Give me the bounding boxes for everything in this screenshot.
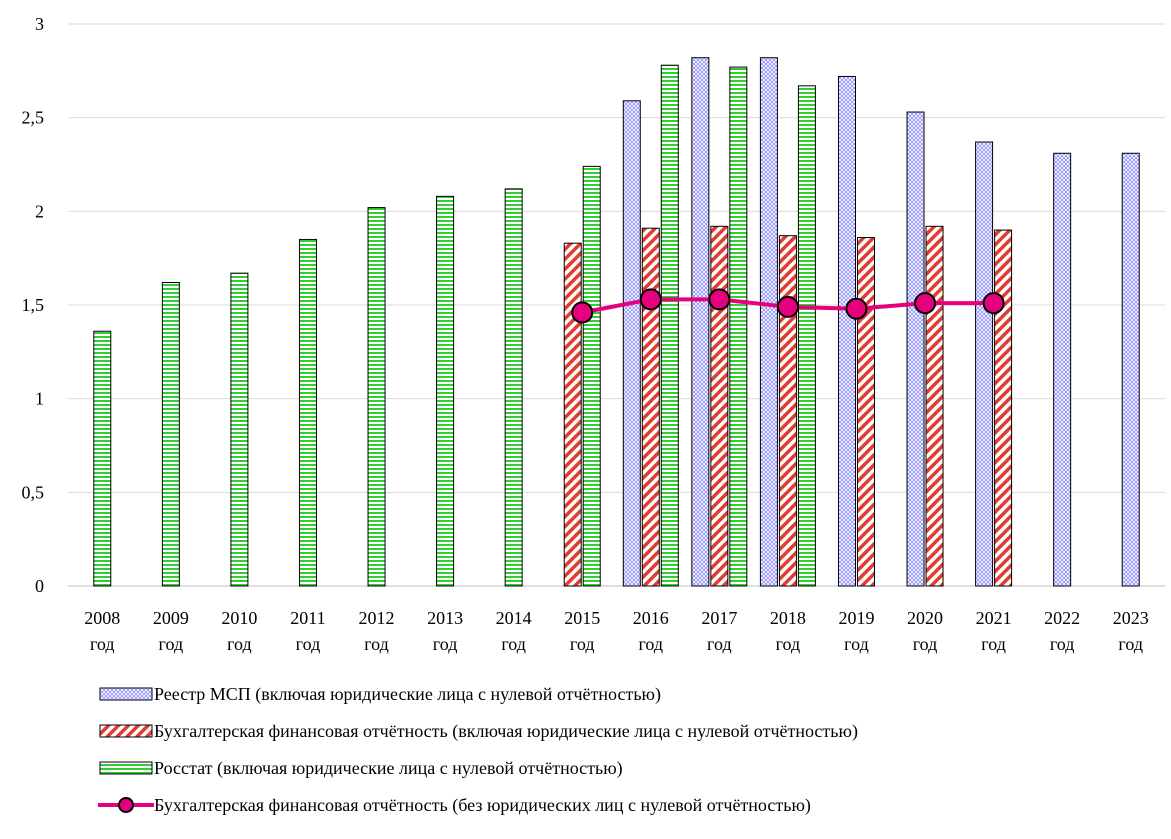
legend-swatch bbox=[99, 761, 153, 775]
bar bbox=[691, 57, 710, 587]
x-tick-label: год bbox=[570, 634, 595, 654]
x-tick-label: 2020 bbox=[907, 608, 943, 628]
bar bbox=[710, 225, 729, 587]
legend-marker bbox=[118, 797, 134, 813]
y-tick-label: 0 bbox=[35, 576, 44, 596]
x-tick-label: 2023 bbox=[1113, 608, 1149, 628]
line-point bbox=[776, 295, 799, 318]
bar bbox=[925, 225, 944, 587]
y-tick-label: 2 bbox=[35, 201, 44, 221]
x-tick-label: 2014 bbox=[496, 608, 532, 628]
bar bbox=[367, 207, 386, 587]
line-point bbox=[708, 288, 731, 311]
x-tick-label: год bbox=[296, 634, 321, 654]
x-tick-label: год bbox=[844, 634, 869, 654]
bar bbox=[641, 227, 660, 587]
bar bbox=[759, 57, 778, 587]
x-tick-label: 2008 bbox=[84, 608, 120, 628]
bar bbox=[504, 188, 523, 587]
legend-label: Бухгалтерская финансовая отчётность (без… bbox=[154, 795, 811, 816]
x-tick-label: 2019 bbox=[838, 608, 874, 628]
y-tick-label: 1 bbox=[35, 389, 44, 409]
bar bbox=[298, 238, 317, 587]
x-tick-label: год bbox=[776, 634, 801, 654]
x-tick-label: 2012 bbox=[359, 608, 395, 628]
bar bbox=[729, 66, 748, 587]
x-tick-label: 2013 bbox=[427, 608, 463, 628]
bar bbox=[161, 282, 180, 587]
bar bbox=[837, 75, 856, 587]
bar bbox=[1121, 152, 1140, 587]
legend-layer: Реестр МСП (включая юридические лица с н… bbox=[98, 684, 858, 816]
x-tick-label: год bbox=[501, 634, 526, 654]
x-tick-label: 2009 bbox=[153, 608, 189, 628]
bar bbox=[563, 242, 582, 587]
x-tick-label: 2016 bbox=[633, 608, 669, 628]
x-tick-label: 2015 bbox=[564, 608, 600, 628]
x-tick-label: 2010 bbox=[221, 608, 257, 628]
x-tick-label: год bbox=[159, 634, 184, 654]
bar bbox=[93, 330, 112, 587]
x-tick-label: 2011 bbox=[290, 608, 325, 628]
x-tick-label: год bbox=[1118, 634, 1143, 654]
bar bbox=[436, 195, 455, 587]
x-tick-label: год bbox=[1050, 634, 1075, 654]
bar bbox=[856, 237, 875, 587]
line-point bbox=[914, 292, 937, 315]
legend-label: Бухгалтерская финансовая отчётность (вкл… bbox=[154, 721, 858, 742]
x-tick-label: год bbox=[364, 634, 389, 654]
line-point bbox=[639, 288, 662, 311]
bar bbox=[230, 272, 249, 587]
x-tick-label: 2018 bbox=[770, 608, 806, 628]
x-tick-label: 2021 bbox=[976, 608, 1012, 628]
x-tick-label: 2017 bbox=[701, 608, 737, 628]
bar bbox=[797, 85, 816, 587]
x-tick-label: год bbox=[90, 634, 115, 654]
y-tick-label: 0,5 bbox=[22, 482, 45, 502]
legend-swatch bbox=[99, 687, 153, 701]
x-tick-label: год bbox=[913, 634, 938, 654]
line-layer bbox=[571, 288, 1005, 324]
bar bbox=[582, 165, 601, 587]
line-point bbox=[845, 297, 868, 320]
bars-layer bbox=[93, 57, 1140, 587]
x-tick-label: год bbox=[433, 634, 458, 654]
y-tick-label: 2,5 bbox=[22, 108, 45, 128]
bar bbox=[622, 100, 641, 587]
x-tick-label: год bbox=[707, 634, 732, 654]
line-point bbox=[982, 292, 1005, 315]
bar bbox=[975, 141, 994, 587]
bar bbox=[1053, 152, 1072, 587]
axis-layer: 0 0,5 1 1,5 2 2,5 3 2008 год 2009 год 2010 год 2011 го… bbox=[22, 14, 1149, 654]
y-tick-label: 1,5 bbox=[22, 295, 45, 315]
y-tick-label: 3 bbox=[35, 14, 44, 34]
bar bbox=[994, 229, 1013, 587]
line-point bbox=[571, 301, 594, 324]
x-tick-label: год bbox=[638, 634, 663, 654]
x-tick-label: год bbox=[981, 634, 1006, 654]
bar bbox=[660, 64, 679, 587]
legend-swatch bbox=[99, 724, 153, 738]
legend-label: Реестр МСП (включая юридические лица с н… bbox=[154, 684, 661, 705]
legend-label: Росстат (включая юридические лица с нуле… bbox=[154, 758, 623, 779]
bar bbox=[778, 235, 797, 587]
bar bbox=[906, 111, 925, 587]
x-tick-label: год bbox=[227, 634, 252, 654]
x-tick-label: 2022 bbox=[1044, 608, 1080, 628]
grid-layer bbox=[68, 23, 1165, 587]
